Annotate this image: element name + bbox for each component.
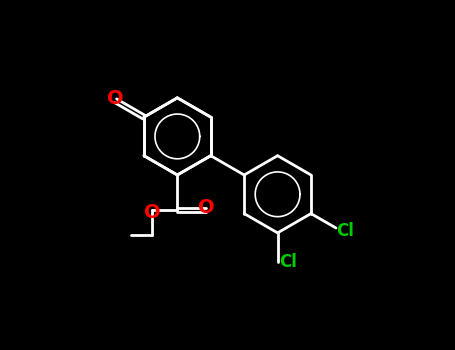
Text: Cl: Cl bbox=[279, 253, 298, 271]
Text: O: O bbox=[107, 89, 124, 108]
Text: O: O bbox=[144, 203, 161, 222]
Text: Cl: Cl bbox=[336, 222, 354, 240]
Text: O: O bbox=[198, 198, 215, 217]
